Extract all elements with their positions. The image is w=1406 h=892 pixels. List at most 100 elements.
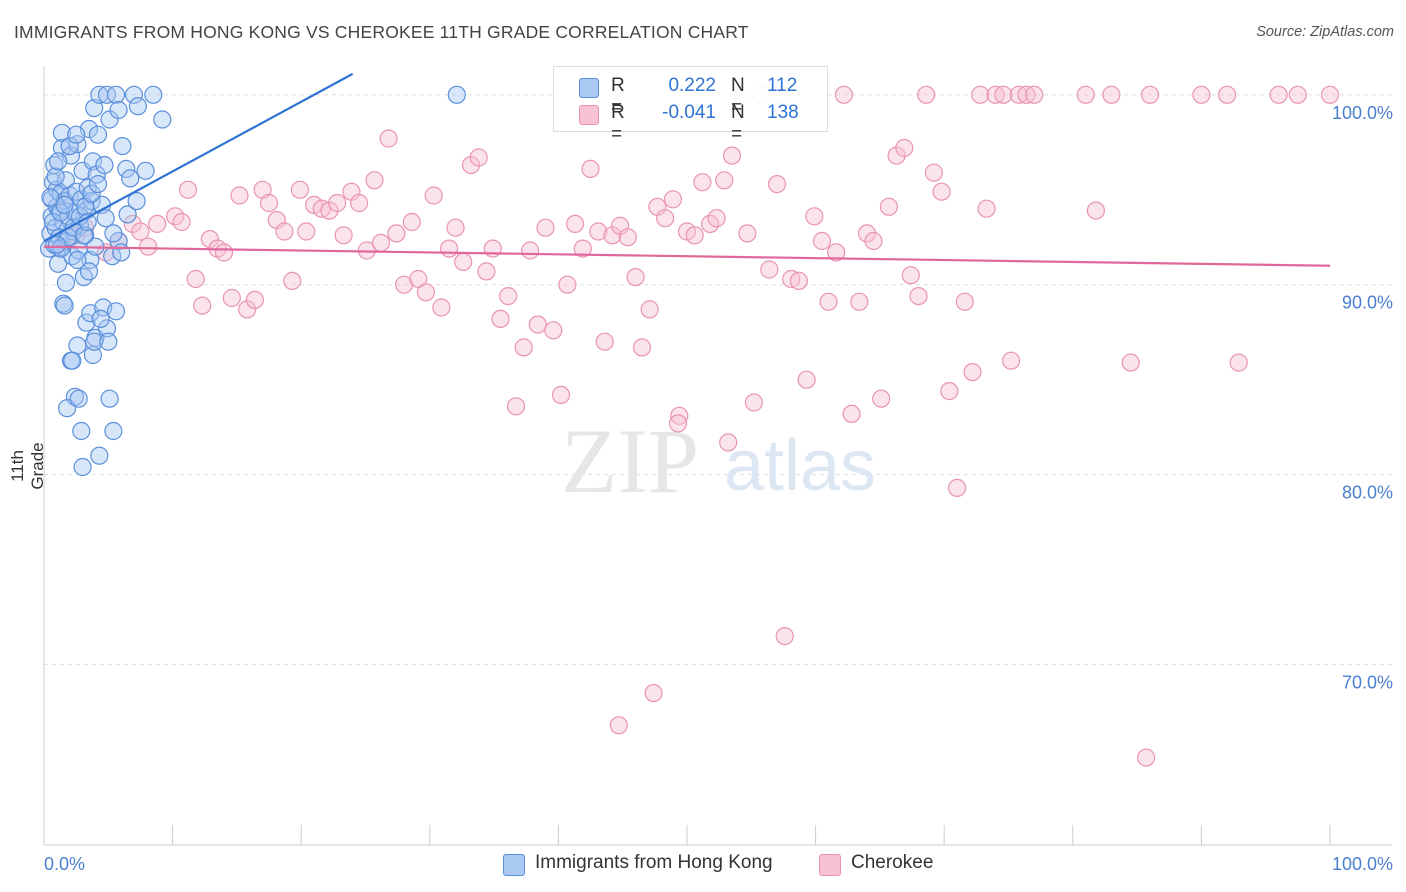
cherokee-point bbox=[924, 163, 944, 182]
y-tick-label: 80.0% bbox=[1342, 483, 1393, 503]
cherokee-point bbox=[186, 269, 205, 289]
trend-lines bbox=[43, 72, 1331, 267]
legend-swatch-pink bbox=[819, 854, 841, 876]
cherokee-point bbox=[963, 363, 982, 382]
cherokee-point bbox=[895, 138, 914, 158]
cherokee-point bbox=[123, 214, 142, 233]
cherokee-point bbox=[864, 231, 883, 251]
watermark-atlas: atlas bbox=[724, 426, 876, 506]
cherokee-point bbox=[812, 231, 832, 251]
cherokee-point bbox=[1136, 748, 1156, 767]
hong-kong-point bbox=[106, 302, 126, 321]
hong-kong-point bbox=[91, 309, 110, 328]
x-tick-label: 0.0% bbox=[44, 854, 85, 874]
cherokee-point bbox=[797, 370, 816, 389]
cherokee-point bbox=[827, 243, 846, 262]
cherokee-point bbox=[402, 212, 421, 232]
cherokee-point bbox=[1288, 85, 1307, 104]
cherokee-point bbox=[887, 146, 906, 165]
cherokee-point bbox=[320, 201, 339, 220]
cherokee-point bbox=[1086, 201, 1106, 220]
cherokee-point bbox=[1192, 85, 1211, 104]
hong-kong-point bbox=[55, 195, 74, 214]
legend-r-value: -0.041 bbox=[662, 102, 716, 123]
cherokee-point bbox=[1076, 85, 1095, 104]
y-tick-label: 100.0% bbox=[1332, 103, 1393, 123]
cherokee-point bbox=[131, 222, 150, 241]
cherokee-point bbox=[947, 478, 967, 497]
cherokee-point bbox=[558, 275, 577, 294]
tick-labels: 100.0% 90.0% 80.0% 70.0% 0.0% 100.0% bbox=[44, 103, 1393, 874]
y-tick-label: 90.0% bbox=[1342, 293, 1393, 313]
cherokee-point bbox=[454, 252, 473, 271]
hong-kong-trend-line bbox=[43, 72, 354, 243]
legend-n-label: N = bbox=[731, 102, 745, 145]
cherokee-point bbox=[379, 129, 398, 148]
hong-kong-point bbox=[73, 457, 92, 477]
cherokee-point bbox=[767, 175, 787, 194]
hong-kong-point bbox=[72, 421, 91, 441]
legend-r-value: 0.222 bbox=[668, 75, 716, 96]
cherokee-point bbox=[528, 315, 547, 334]
hong-kong-point bbox=[87, 165, 106, 184]
chart-title: IMMIGRANTS FROM HONG KONG VS CHEROKEE 11… bbox=[14, 22, 749, 42]
cherokee-point bbox=[819, 292, 838, 311]
hong-kong-point bbox=[95, 156, 114, 175]
cherokee-point bbox=[491, 309, 510, 328]
cherokee-point bbox=[917, 85, 936, 104]
cherokee-point bbox=[626, 268, 645, 287]
cherokee-point bbox=[971, 85, 990, 104]
cherokee-point bbox=[738, 224, 757, 243]
cherokee-point bbox=[238, 300, 257, 319]
cherokee-point bbox=[499, 287, 518, 306]
cherokee-point bbox=[775, 626, 794, 646]
cherokee-point bbox=[640, 300, 659, 319]
cherokee-point bbox=[416, 283, 435, 302]
hong-kong-point bbox=[99, 332, 118, 351]
hong-kong-point bbox=[96, 209, 115, 228]
cherokee-point bbox=[245, 290, 264, 309]
hong-kong-point bbox=[85, 332, 104, 351]
hong-kong-point bbox=[128, 97, 147, 116]
cherokee-point bbox=[139, 237, 158, 256]
cherokee-point bbox=[722, 146, 742, 165]
cherokee-point bbox=[536, 218, 555, 237]
cherokee-point bbox=[371, 233, 390, 252]
legend-label: Immigrants from Hong Kong bbox=[535, 852, 773, 873]
hong-kong-point bbox=[79, 262, 99, 281]
cherokee-point bbox=[589, 222, 608, 241]
cherokee-point bbox=[909, 287, 928, 306]
hong-kong-point bbox=[109, 100, 128, 120]
hong-kong-point bbox=[55, 296, 74, 315]
cherokee-point bbox=[477, 262, 496, 281]
cherokee-point bbox=[551, 385, 571, 404]
hong-kong-point bbox=[77, 313, 96, 332]
hong-kong-point bbox=[121, 169, 140, 188]
cherokee-trend-line bbox=[43, 245, 1331, 267]
hong-kong-point bbox=[46, 167, 65, 186]
cherokee-point bbox=[834, 85, 854, 104]
cherokee-point bbox=[872, 389, 891, 408]
cherokee-point bbox=[1269, 85, 1288, 104]
cherokee-point bbox=[440, 239, 459, 258]
cherokee-point bbox=[644, 683, 663, 703]
cherokee-point bbox=[940, 382, 959, 401]
legend-swatch-blue bbox=[503, 854, 525, 876]
cherokee-point bbox=[1320, 85, 1340, 104]
legend-n-label: N = bbox=[731, 75, 745, 118]
cherokee-point bbox=[857, 224, 877, 243]
hong-kong-point bbox=[88, 125, 108, 144]
cherokee-point bbox=[350, 193, 369, 213]
cherokee-point bbox=[663, 190, 683, 209]
cherokee-point bbox=[1140, 85, 1160, 104]
hong-kong-point bbox=[60, 137, 79, 156]
legend-label: Cherokee bbox=[851, 852, 934, 873]
cherokee-point bbox=[603, 226, 622, 245]
cherokee-point bbox=[259, 193, 279, 213]
hong-kong-point bbox=[113, 137, 132, 156]
hong-kong-point bbox=[447, 85, 466, 104]
cherokee-point bbox=[618, 228, 637, 247]
cherokee-point bbox=[685, 226, 704, 245]
cherokee-point bbox=[1121, 353, 1140, 372]
hong-kong-point bbox=[68, 336, 87, 355]
